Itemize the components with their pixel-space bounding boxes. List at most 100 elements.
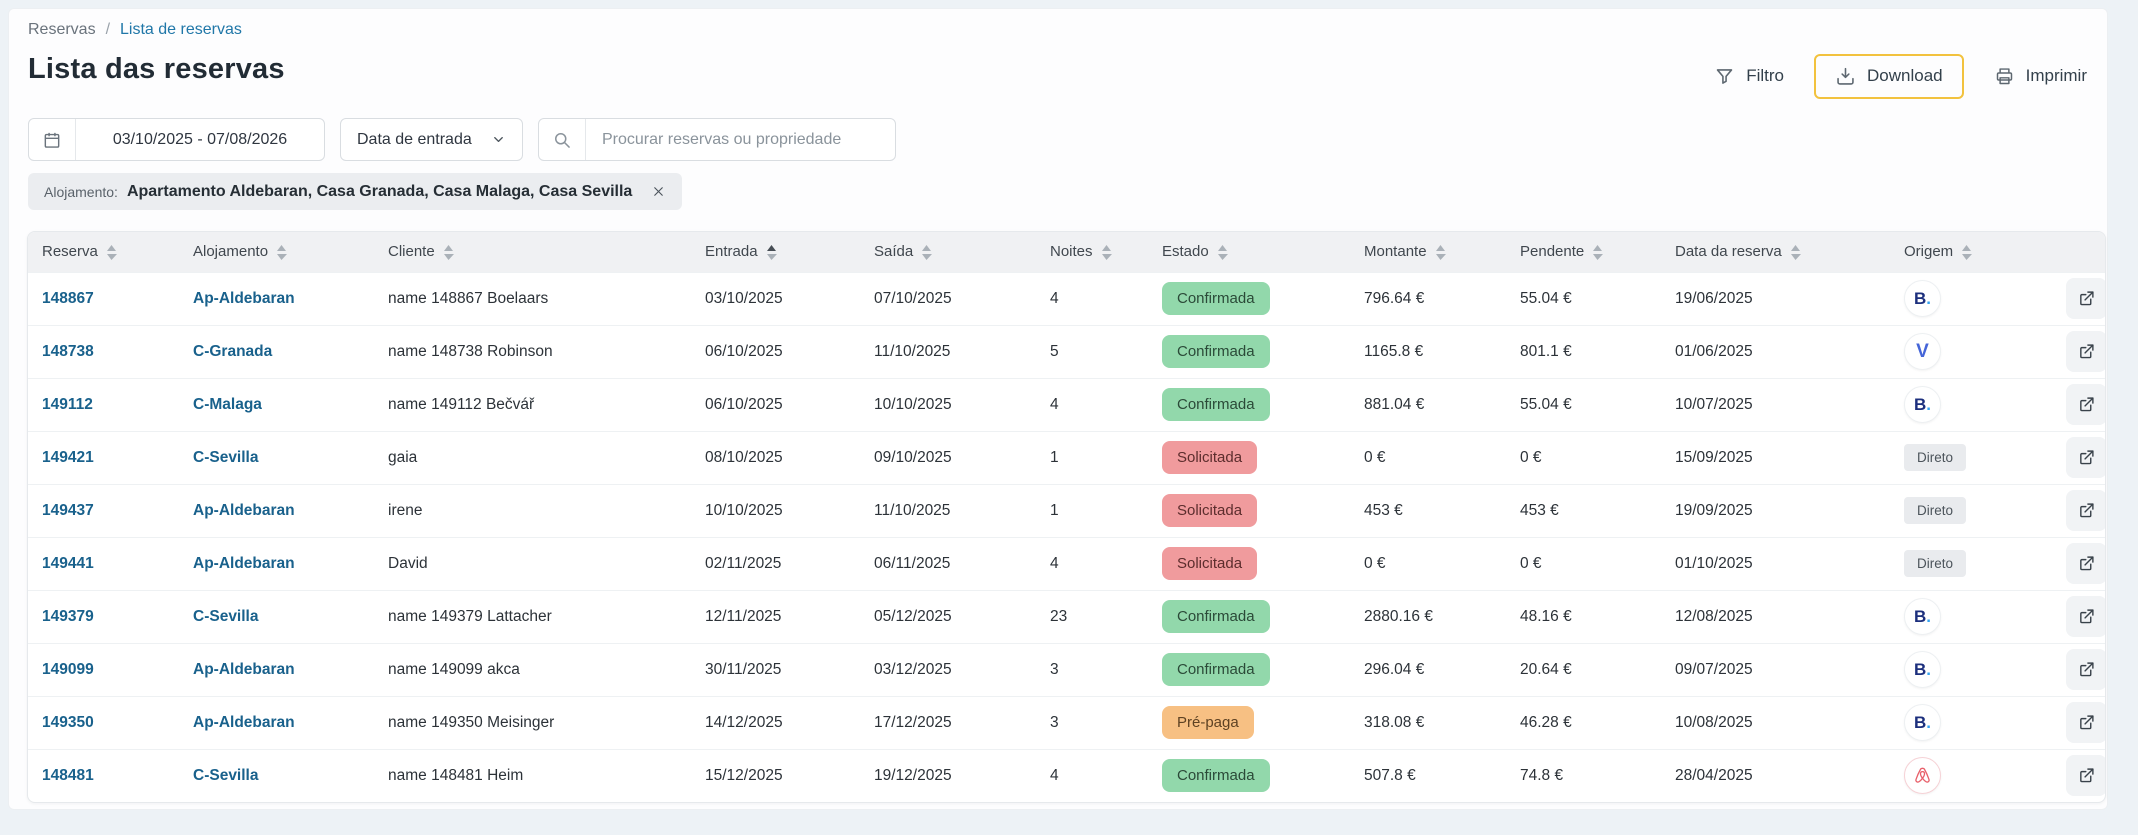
pending-cell: 74.8 € <box>1506 748 1661 802</box>
external-link-icon <box>2080 291 2094 306</box>
property-link[interactable]: C-Sevilla <box>193 448 259 466</box>
reservations-table: Reserva Alojamento Cliente Entrada Saída Noit… <box>28 232 2105 802</box>
external-link-icon <box>2080 450 2094 465</box>
external-link-icon <box>2080 344 2094 359</box>
reservation-id-link[interactable]: 149099 <box>42 660 94 678</box>
column-header-saída[interactable]: Saída <box>860 232 1036 272</box>
client-cell: name 149112 Bečvář <box>374 377 691 431</box>
column-header-data-da-reserva[interactable]: Data da reserva <box>1661 232 1890 272</box>
property-link[interactable]: Ap-Aldebaran <box>193 713 295 731</box>
property-link[interactable]: C-Sevilla <box>193 766 259 784</box>
reservation-id-link[interactable]: 149437 <box>42 501 94 519</box>
open-reservation-button[interactable] <box>2066 384 2105 425</box>
booked-date-cell: 10/08/2025 <box>1661 695 1890 749</box>
breadcrumb-reservas[interactable]: Reservas <box>28 21 96 38</box>
status-badge: Confirmada <box>1162 388 1270 421</box>
amount-cell: 507.8 € <box>1350 748 1506 802</box>
amount-cell: 2880.16 € <box>1350 589 1506 643</box>
reservation-id-link[interactable]: 148867 <box>42 289 94 307</box>
search-icon <box>539 119 586 160</box>
column-header-label: Data da reserva <box>1675 242 1782 260</box>
open-reservation-button[interactable] <box>2066 543 2105 584</box>
checkin-cell: 03/10/2025 <box>691 271 860 325</box>
open-reservation-button[interactable] <box>2066 755 2105 797</box>
property-filter-tag: Alojamento: Apartamento Aldebaran, Casa … <box>28 173 683 210</box>
nights-cell: 5 <box>1036 324 1148 378</box>
column-header-montante[interactable]: Montante <box>1350 232 1506 272</box>
table-row: 148481 C-Sevilla name 148481 Heim 15/12/… <box>28 748 2105 802</box>
open-reservation-button[interactable] <box>2066 702 2105 743</box>
search-field <box>538 118 896 161</box>
reservation-id-link[interactable]: 148738 <box>42 342 94 360</box>
search-input[interactable] <box>586 119 895 160</box>
pending-cell: 453 € <box>1506 483 1661 537</box>
property-link[interactable]: Ap-Aldebaran <box>193 554 295 572</box>
filter-button-label: Filtro <box>1746 66 1784 85</box>
amount-cell: 0 € <box>1350 536 1506 590</box>
reservation-id-link[interactable]: 149350 <box>42 713 94 731</box>
airbnb-icon <box>1904 757 1941 795</box>
column-header-reserva[interactable]: Reserva <box>28 232 179 272</box>
status-badge: Pré-paga <box>1162 706 1254 739</box>
funnel-icon <box>1716 68 1733 84</box>
remove-property-filter-button[interactable] <box>651 184 666 199</box>
open-reservation-button[interactable] <box>2066 331 2105 372</box>
booking-icon: B. <box>1904 280 1941 317</box>
column-header-noites[interactable]: Noites <box>1036 232 1148 272</box>
chevron-down-icon <box>494 137 503 142</box>
date-type-select[interactable]: Data de entrada <box>340 118 523 161</box>
breadcrumb-separator: / <box>105 21 111 38</box>
column-header-label: Reserva <box>42 242 98 260</box>
column-header-estado[interactable]: Estado <box>1148 232 1350 272</box>
open-reservation-button[interactable] <box>2066 437 2105 478</box>
client-cell: name 148481 Heim <box>374 748 691 802</box>
pending-cell: 0 € <box>1506 430 1661 484</box>
direct-origin-badge: Direto <box>1904 497 1967 524</box>
column-header-pendente[interactable]: Pendente <box>1506 232 1661 272</box>
external-link-icon <box>2080 768 2094 783</box>
property-link[interactable]: Ap-Aldebaran <box>193 289 295 307</box>
nights-cell: 4 <box>1036 748 1148 802</box>
filter-button[interactable]: Filtro <box>1708 56 1790 97</box>
property-link[interactable]: Ap-Aldebaran <box>193 660 295 678</box>
table-row: 148867 Ap-Aldebaran name 148867 Boelaars… <box>28 271 2105 325</box>
external-link-icon <box>2080 503 2094 518</box>
amount-cell: 453 € <box>1350 483 1506 537</box>
table-row: 149350 Ap-Aldebaran name 149350 Meisinge… <box>28 695 2105 749</box>
table-row: 149441 Ap-Aldebaran David 02/11/2025 06/… <box>28 536 2105 590</box>
download-button[interactable]: Download <box>1814 53 1964 99</box>
breadcrumb-lista-de-reservas[interactable]: Lista de reservas <box>120 21 242 38</box>
nights-cell: 23 <box>1036 589 1148 643</box>
property-link[interactable]: Ap-Aldebaran <box>193 501 295 519</box>
column-header-alojamento[interactable]: Alojamento <box>179 232 374 272</box>
checkin-cell: 15/12/2025 <box>691 748 860 802</box>
pending-cell: 55.04 € <box>1506 271 1661 325</box>
table-row: 149099 Ap-Aldebaran name 149099 akca 30/… <box>28 642 2105 696</box>
table-row: 149112 C-Malaga name 149112 Bečvář 06/10… <box>28 377 2105 431</box>
reservation-id-link[interactable]: 149112 <box>42 395 93 413</box>
open-reservation-button[interactable] <box>2066 278 2105 319</box>
reservation-id-link[interactable]: 149441 <box>42 554 94 572</box>
column-header-origem[interactable]: Origem <box>1890 232 2052 272</box>
print-button[interactable]: Imprimir <box>1988 56 2093 97</box>
amount-cell: 881.04 € <box>1350 377 1506 431</box>
checkout-cell: 11/10/2025 <box>860 324 1036 378</box>
reservation-id-link[interactable]: 149421 <box>42 448 94 466</box>
date-range-picker[interactable]: 03/10/2025 - 07/08/2026 <box>28 118 325 161</box>
property-link[interactable]: C-Granada <box>193 342 273 360</box>
checkout-cell: 06/11/2025 <box>860 536 1036 590</box>
column-header-entrada[interactable]: Entrada <box>691 232 860 272</box>
property-link[interactable]: C-Malaga <box>193 395 262 413</box>
date-range-value: 03/10/2025 - 07/08/2026 <box>112 130 288 148</box>
column-header-cliente[interactable]: Cliente <box>374 232 691 272</box>
property-link[interactable]: C-Sevilla <box>193 607 259 625</box>
column-header-label: Noites <box>1050 242 1093 260</box>
column-header-label: Origem <box>1904 242 1954 260</box>
reservation-id-link[interactable]: 149379 <box>42 607 94 625</box>
open-reservation-button[interactable] <box>2066 596 2105 637</box>
checkin-cell: 14/12/2025 <box>691 695 860 749</box>
checkout-cell: 19/12/2025 <box>860 748 1036 802</box>
open-reservation-button[interactable] <box>2066 490 2105 531</box>
reservation-id-link[interactable]: 148481 <box>42 766 94 784</box>
open-reservation-button[interactable] <box>2066 649 2105 690</box>
